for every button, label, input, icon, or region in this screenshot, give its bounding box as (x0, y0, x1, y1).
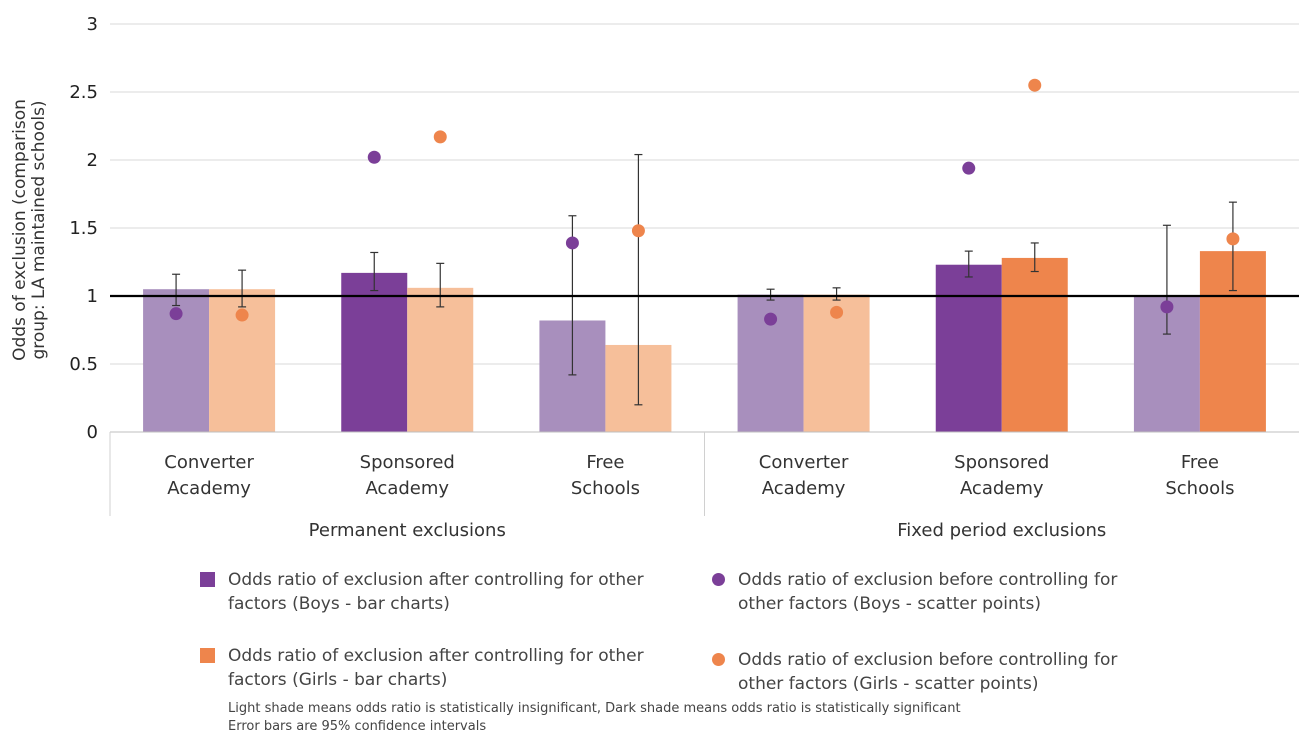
point-girls-1-2 (1226, 232, 1240, 246)
bar-girls-0-1 (407, 287, 474, 432)
bar-boys-1-1 (935, 264, 1002, 432)
point-girls-0-0 (235, 308, 249, 322)
point-girls-1-1 (1028, 78, 1042, 92)
legend-girls-bar: Odds ratio of exclusion after controllin… (200, 644, 658, 692)
legend-girls-bar-label: Odds ratio of exclusion after controllin… (228, 646, 644, 690)
note-shading: Light shade means odds ratio is statisti… (228, 701, 961, 716)
x-axis: Converter Academy Sponsored Academy Free Scho… (109, 431, 1299, 541)
error-bar-boys-1-0 (766, 288, 775, 301)
legend-boys-bar-swatch (200, 572, 215, 587)
error-bars (172, 153, 1237, 406)
point-boys-0-1 (367, 150, 381, 164)
group-label-0: Permanent exclusions (309, 520, 506, 541)
point-boys-1-1 (962, 161, 976, 175)
legend-boys-point: Odds ratio of exclusion before controlli… (712, 568, 1168, 616)
error-bar-girls-0-1 (436, 262, 445, 308)
y-tick-label-6: 3 (87, 14, 98, 35)
category-label-1-2-line2: Schools (1165, 478, 1234, 499)
legend-boys-point-marker (712, 573, 725, 586)
error-bar-girls-0-2 (634, 153, 643, 406)
error-bar-boys-1-2 (1162, 224, 1171, 335)
y-tick-label-5: 2.5 (69, 82, 98, 103)
odds-ratio-chart: 0 0.5 1 1.5 2 2.5 3 Converter Academy Sponsored A… (10, 14, 1299, 541)
legend-girls-point-marker (712, 653, 725, 666)
y-tick-labels: 0 0.5 1 1.5 2 2.5 3 (69, 14, 98, 443)
category-label-1-1-line1: Sponsored (954, 452, 1049, 473)
point-boys-1-2 (1160, 300, 1174, 314)
error-bar-boys-1-1 (964, 250, 973, 278)
legend-girls-bar-swatch (200, 648, 215, 663)
group-label-1: Fixed period exclusions (897, 520, 1106, 541)
error-bar-girls-1-2 (1228, 201, 1237, 292)
y-tick-label-3: 1.5 (69, 218, 98, 239)
bar-girls-1-1 (1001, 257, 1068, 432)
category-label-0-2-line1: Free (586, 452, 624, 473)
scatter-points (169, 78, 1240, 326)
category-label-0-0-line1: Converter (164, 452, 254, 473)
y-tick-label-2: 1 (87, 286, 98, 307)
y-axis-label-line1: Odds of exclusion (comparison (10, 99, 30, 361)
error-bar-boys-0-0 (172, 273, 181, 307)
point-boys-1-0 (764, 312, 778, 326)
legend-girls-point: Odds ratio of exclusion before controlli… (712, 648, 1168, 696)
point-girls-1-0 (830, 305, 844, 319)
category-label-0-0-line2: Academy (167, 478, 251, 499)
bars (143, 251, 1266, 432)
legend-boys-bar: Odds ratio of exclusion after controllin… (200, 568, 658, 616)
point-girls-0-1 (433, 130, 447, 144)
gridlines (110, 23, 1299, 365)
y-tick-label-0: 0 (87, 422, 98, 443)
error-bar-girls-1-0 (832, 287, 841, 301)
category-label-1-0-line2: Academy (762, 478, 846, 499)
legend-boys-point-label: Odds ratio of exclusion before controlli… (738, 570, 1118, 614)
y-tick-label-4: 2 (87, 150, 98, 171)
y-tick-label-1: 0.5 (69, 354, 98, 375)
error-bar-girls-0-0 (238, 269, 247, 308)
category-label-1-2-line1: Free (1181, 452, 1219, 473)
y-axis-label-line2: group: LA maintained schools) (29, 100, 49, 359)
category-label-1-1-line2: Academy (960, 478, 1044, 499)
category-label-0-2-line2: Schools (571, 478, 640, 499)
point-girls-0-2 (631, 224, 645, 238)
error-bar-boys-0-1 (370, 251, 379, 292)
point-boys-0-2 (565, 236, 579, 250)
bar-boys-0-1 (341, 272, 408, 432)
category-label-1-0-line1: Converter (759, 452, 849, 473)
point-boys-0-0 (169, 307, 183, 321)
category-label-0-1-line1: Sponsored (360, 452, 455, 473)
legend-girls-point-label: Odds ratio of exclusion before controlli… (738, 650, 1118, 694)
error-bar-girls-1-1 (1030, 242, 1039, 273)
category-label-0-1-line2: Academy (365, 478, 449, 499)
legend-boys-bar-label: Odds ratio of exclusion after controllin… (228, 570, 644, 614)
note-error-bars: Error bars are 95% confidence intervals (228, 719, 487, 734)
